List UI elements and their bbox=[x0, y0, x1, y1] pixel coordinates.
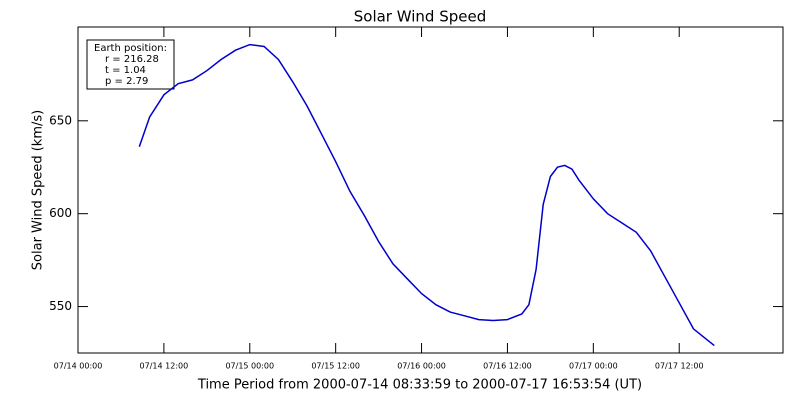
y-tick-label: 550 bbox=[49, 299, 72, 313]
data-line bbox=[138, 43, 715, 347]
x-tick-label: 07/15 12:00 bbox=[311, 362, 360, 371]
x-tick-label: 07/15 00:00 bbox=[225, 362, 274, 371]
x-tick-label: 07/14 12:00 bbox=[140, 362, 189, 371]
x-tick-label: 07/14 00:00 bbox=[54, 362, 103, 371]
annotation: p = 2.79 bbox=[105, 76, 148, 87]
annotation: Earth position: bbox=[94, 43, 167, 54]
x-tick-label: 07/16 12:00 bbox=[483, 362, 532, 371]
y-tick-label: 650 bbox=[49, 113, 72, 127]
annotation: t = 1.04 bbox=[105, 65, 146, 76]
annotation: r = 216.28 bbox=[105, 54, 159, 65]
plot-frame bbox=[77, 26, 784, 354]
x-tick-label: 07/16 00:00 bbox=[397, 362, 446, 371]
x-tick-label: 07/17 12:00 bbox=[655, 362, 704, 371]
y-tick-label: 600 bbox=[49, 206, 72, 220]
x-tick-label: 07/17 00:00 bbox=[569, 362, 618, 371]
annotation-box bbox=[86, 39, 175, 90]
chart-title: Solar Wind Speed bbox=[354, 8, 486, 26]
y-axis-label: Solar Wind Speed (km/s) bbox=[31, 110, 46, 270]
x-axis-label: Time Period from 2000-07-14 08:33:59 to … bbox=[197, 378, 642, 393]
